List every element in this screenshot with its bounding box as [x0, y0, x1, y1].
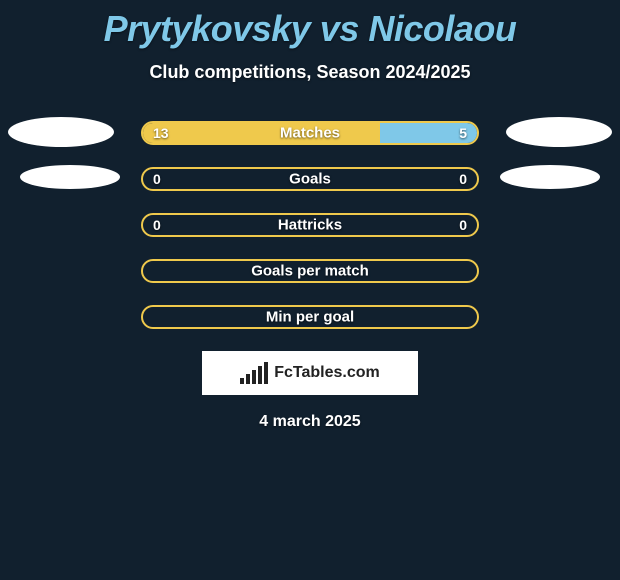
stat-label: Goals	[289, 171, 331, 188]
page-title: Prytykovsky vs Nicolaou	[0, 8, 620, 50]
stat-bar-hattricks: 0 Hattricks 0	[141, 213, 479, 237]
stat-bar-matches: 13 Matches 5	[141, 121, 479, 145]
stat-label: Matches	[280, 125, 340, 142]
bar-chart-icon	[240, 362, 268, 384]
stat-row: 0 Goals 0	[0, 167, 620, 191]
stat-value-left: 0	[153, 171, 161, 187]
brand-badge: FcTables.com	[202, 351, 418, 395]
stat-row: Min per goal	[0, 305, 620, 329]
stat-label: Hattricks	[278, 217, 342, 234]
stat-row: Goals per match	[0, 259, 620, 283]
stat-value-left: 13	[153, 125, 169, 141]
stat-value-right: 5	[459, 125, 467, 141]
stats-area: 13 Matches 5 0 Goals 0 0 Hattricks 0	[0, 121, 620, 431]
stat-label: Goals per match	[251, 263, 369, 280]
stat-bar-goals-per-match: Goals per match	[141, 259, 479, 283]
stat-row: 0 Hattricks 0	[0, 213, 620, 237]
stat-value-right: 0	[459, 171, 467, 187]
subtitle: Club competitions, Season 2024/2025	[0, 62, 620, 83]
stat-value-left: 0	[153, 217, 161, 233]
date-label: 4 march 2025	[0, 413, 620, 431]
stat-bar-min-per-goal: Min per goal	[141, 305, 479, 329]
stat-bar-goals: 0 Goals 0	[141, 167, 479, 191]
stat-value-right: 0	[459, 217, 467, 233]
brand-text: FcTables.com	[274, 364, 380, 382]
stat-row: 13 Matches 5	[0, 121, 620, 145]
stat-label: Min per goal	[266, 309, 354, 326]
bar-fill-left	[143, 123, 380, 143]
